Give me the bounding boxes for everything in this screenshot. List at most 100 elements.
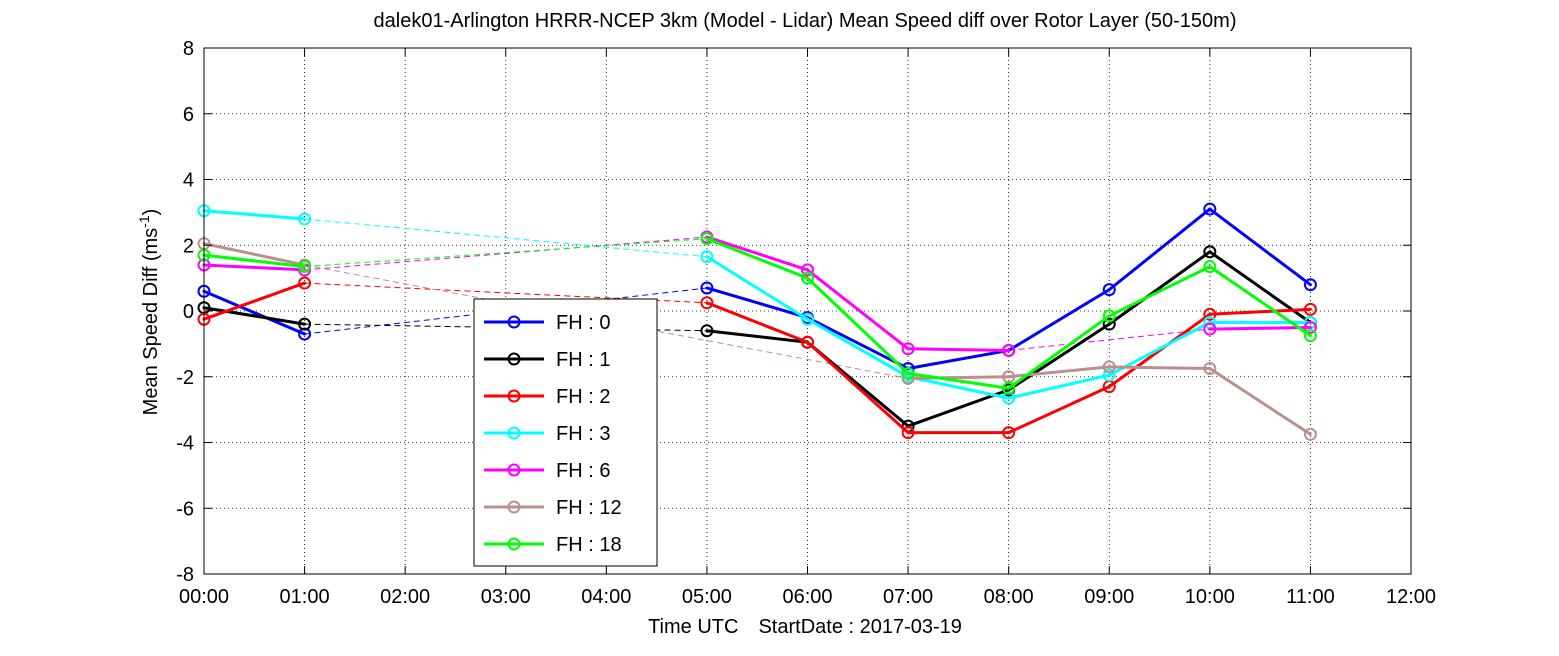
data-point: [1002, 381, 1016, 395]
data-point: [700, 250, 714, 264]
series-line-segment: [705, 235, 809, 272]
x-tick-label: 03:00: [481, 586, 531, 608]
series-4: [197, 230, 1317, 357]
x-tick-label: 08:00: [984, 586, 1034, 608]
data-point: [298, 212, 312, 226]
data-point: [1203, 307, 1217, 321]
chart-title: dalek01-Arlington HRRR-NCEP 3km (Model -…: [374, 10, 1237, 32]
legend-label: FH : 2: [556, 386, 610, 408]
data-point: [700, 296, 714, 310]
x-tick-label: 12:00: [1386, 586, 1436, 608]
data-point: [700, 281, 714, 295]
data-point: [1102, 317, 1116, 331]
series-line-segment: [202, 242, 307, 267]
series-line-segment: [202, 253, 307, 269]
y-tick-label: 4: [183, 170, 194, 192]
y-tick-label: -6: [176, 498, 194, 520]
data-point: [801, 312, 814, 326]
series-line-segment: [705, 237, 809, 280]
data-point: [1002, 343, 1016, 357]
data-point: [801, 271, 814, 285]
legend-label: FH : 6: [556, 460, 610, 482]
y-axis-label: Mean Speed Diff (ms-1): [136, 209, 162, 416]
legend-label: FH : 18: [556, 534, 622, 556]
x-tick-label: 05:00: [682, 586, 732, 608]
series-line-segment: [1007, 322, 1111, 392]
y-tick-label: -2: [176, 367, 194, 389]
x-tick-label: 11:00: [1286, 586, 1335, 608]
series-line-segment: [705, 255, 809, 321]
series-line-segment: [806, 268, 910, 351]
series-line-segment: [906, 371, 1011, 390]
series-line-segment: [806, 317, 910, 379]
series-lines: [197, 202, 1317, 441]
series-6: [197, 232, 1317, 395]
data-point: [1102, 368, 1116, 382]
legend-marker: [507, 426, 521, 440]
series-line-segment: [1208, 325, 1312, 331]
x-tick-label: 01:00: [280, 586, 330, 608]
y-axis-title-close: ): [140, 209, 162, 216]
series-gap-connector: [1008, 328, 1210, 351]
data-point: [298, 317, 312, 331]
data-point: [1303, 302, 1317, 316]
data-point: [700, 232, 714, 246]
x-tick-label: 04:00: [581, 586, 631, 608]
legend: FH : 0 FH : 1 FH : 2 FH : 3 FH : 6 FH : 12 FH …: [473, 298, 658, 567]
data-point: [1203, 322, 1217, 336]
legend-label: FH : 3: [556, 423, 610, 445]
series-gap-connector: [304, 238, 707, 268]
data-point: [700, 324, 714, 338]
series-line-segment: [202, 263, 307, 272]
legend-marker: [507, 537, 521, 551]
data-point: [1303, 329, 1317, 343]
series-line-segment: [1208, 265, 1312, 338]
series-line-segment: [806, 340, 910, 435]
series-line-segment: [202, 209, 307, 221]
series-line-segment: [906, 347, 1011, 352]
data-point: [1203, 245, 1217, 259]
legend-label: FH : 12: [556, 497, 622, 519]
series-line-segment: [705, 286, 809, 320]
y-tick-label: -8: [176, 564, 194, 586]
y-tick-label: 0: [183, 301, 194, 323]
series-line-segment: [1208, 307, 1312, 316]
y-tick-label: 6: [183, 104, 194, 126]
series-line-segment: [1007, 385, 1111, 435]
data-point: [801, 335, 814, 349]
y-tick-label: 8: [183, 38, 194, 60]
legend-marker: [507, 315, 521, 329]
data-point: [1303, 278, 1317, 292]
series-line-segment: [1107, 207, 1212, 292]
x-tick-label: 00:00: [179, 586, 229, 608]
data-point: [1303, 320, 1317, 334]
x-axis-label: Time UTC StartDate : 2017-03-19: [648, 616, 962, 638]
series-line-segment: [1107, 250, 1212, 326]
legend-marker: [507, 463, 521, 477]
series-line-segment: [1007, 288, 1111, 352]
x-tick-label: 02:00: [380, 586, 430, 608]
axis-ticks: 00:00 01:00 02:00 03:00 04:00 05:00 06:00 07:00…: [176, 38, 1436, 608]
x-axis-start-date: StartDate : 2017-03-19: [758, 616, 961, 638]
data-point: [901, 342, 915, 356]
series-line-segment: [705, 329, 809, 344]
series-line-segment: [202, 281, 307, 321]
data-point: [298, 327, 312, 341]
series-gap-connector: [304, 236, 707, 271]
x-tick-label: 07:00: [883, 586, 933, 608]
data-point: [901, 426, 915, 440]
series-line-segment: [906, 375, 1011, 400]
data-point: [1002, 391, 1016, 405]
legend-label: FH : 0: [556, 312, 610, 334]
legend-marker: [507, 352, 521, 366]
series-line-segment: [1208, 207, 1312, 287]
data-point: [1303, 427, 1317, 441]
y-tick-label: -4: [176, 433, 194, 455]
series-line-segment: [1107, 365, 1212, 371]
data-point: [1203, 260, 1217, 274]
series-line-segment: [806, 276, 910, 375]
data-point: [1102, 309, 1116, 323]
x-tick-label: 10:00: [1185, 586, 1235, 608]
